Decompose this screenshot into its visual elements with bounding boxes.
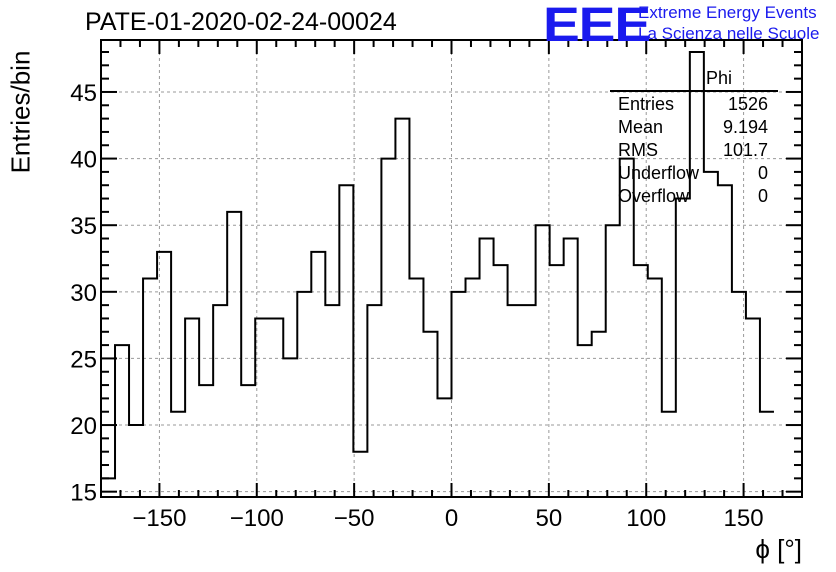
axis-ticks [100, 40, 803, 497]
x-tick-label: 150 [724, 505, 764, 532]
y-tick-label: 30 [70, 280, 97, 307]
stats-label: Entries [618, 94, 675, 114]
y-tick-labels: 15 20 25 30 35 40 45 [70, 80, 97, 507]
y-tick-label: 15 [70, 480, 97, 507]
stats-value: 0 [757, 163, 768, 183]
stats-value: 9.194 [722, 117, 768, 137]
stats-label: Underflow [618, 163, 700, 183]
stats-title: Phi [610, 68, 778, 92]
x-tick-label: 0 [445, 505, 458, 532]
stats-row-mean: Mean 9.194 [610, 115, 778, 138]
stats-row-underflow: Underflow 0 [610, 161, 778, 184]
y-axis-label: Entries/bin [5, 50, 36, 174]
x-tick-labels: −150 −100 −50 0 50 100 150 [132, 505, 763, 532]
x-tick-label: −100 [230, 505, 284, 532]
y-tick-label: 45 [70, 80, 97, 107]
y-tick-label: 20 [70, 413, 97, 440]
logo-line-2: La Scienza nelle Scuole [638, 24, 820, 43]
x-tick-label: −50 [334, 505, 375, 532]
stats-value: 101.7 [722, 140, 768, 160]
stats-label: Overflow [618, 186, 690, 206]
stats-box: Phi Entries 1526 Mean 9.194 RMS 101.7 Under… [610, 68, 778, 207]
histogram-step-line [101, 50, 774, 480]
y-tick-label: 35 [70, 213, 97, 240]
x-tick-label: −150 [132, 505, 186, 532]
x-axis-label: ϕ [°] [755, 534, 802, 564]
x-tick-label: 50 [536, 505, 563, 532]
stats-row-rms: RMS 101.7 [610, 138, 778, 161]
stats-value: 0 [757, 186, 768, 206]
logo-line-1: Extreme Energy Events [638, 3, 817, 22]
y-tick-label: 25 [70, 346, 97, 373]
stats-value: 1526 [727, 94, 768, 114]
x-tick-label: 100 [626, 505, 666, 532]
stats-label: Mean [618, 117, 664, 137]
stats-row-entries: Entries 1526 [610, 92, 778, 115]
eee-logo: EEE [543, 0, 651, 52]
stats-row-overflow: Overflow 0 [610, 184, 778, 207]
stats-label: RMS [618, 140, 658, 160]
plot-title: PATE-01-2020-02-24-00024 [85, 8, 397, 36]
y-tick-label: 40 [70, 147, 97, 174]
